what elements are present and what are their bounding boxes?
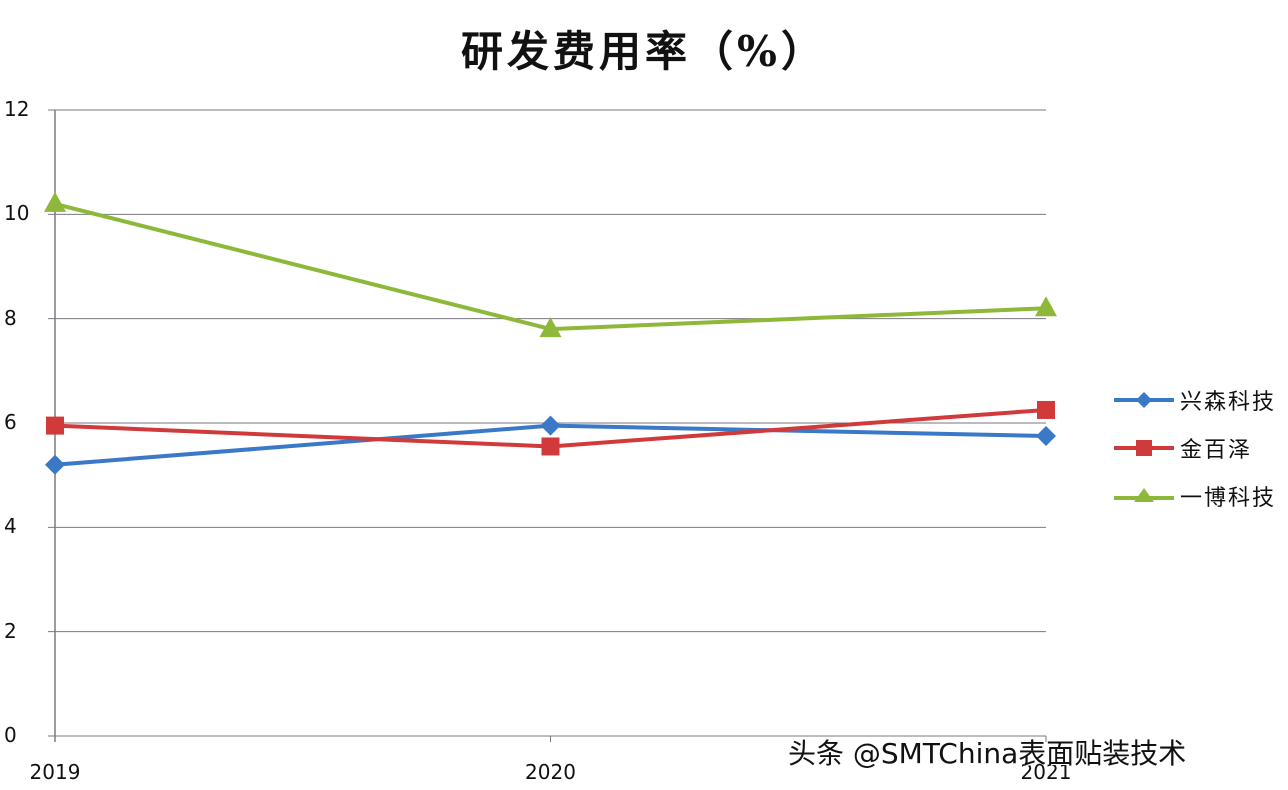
y-tick-label: 0 [4, 723, 17, 747]
legend-label: 兴森科技 [1180, 390, 1277, 415]
triangle-marker-icon [1114, 488, 1174, 502]
legend-label: 一博科技 [1180, 486, 1277, 511]
gridlines [48, 109, 1046, 737]
y-tick-label: 10 [4, 201, 30, 226]
y-tick-label: 6 [4, 410, 17, 434]
y-tick-label: 12 [4, 97, 30, 121]
watermark: 头条 @SMTChina表面贴装技术 [788, 737, 1187, 770]
legend: 兴森科技 金百泽 一博科技 [1112, 376, 1276, 520]
legend-label: 金百泽 [1180, 438, 1253, 463]
series-lines [44, 191, 1057, 475]
legend-item-xingsen: 兴森科技 [1112, 376, 1276, 424]
square-marker-icon [1114, 440, 1174, 456]
x-tick-label: 2019 [29, 760, 81, 784]
y-tick-label: 4 [4, 514, 17, 539]
legend-item-yibo: 一博科技 [1112, 472, 1276, 520]
legend-item-jinbaize: 金百泽 [1112, 424, 1276, 472]
x-tick-label: 2020 [525, 760, 576, 784]
y-tick-label: 2 [4, 618, 17, 643]
y-tick-label: 8 [4, 305, 17, 330]
chart-title: 研发费用率（%） [461, 27, 827, 76]
diamond-marker-icon [1114, 392, 1174, 408]
x-tick-label: 2021 [1020, 760, 1072, 784]
